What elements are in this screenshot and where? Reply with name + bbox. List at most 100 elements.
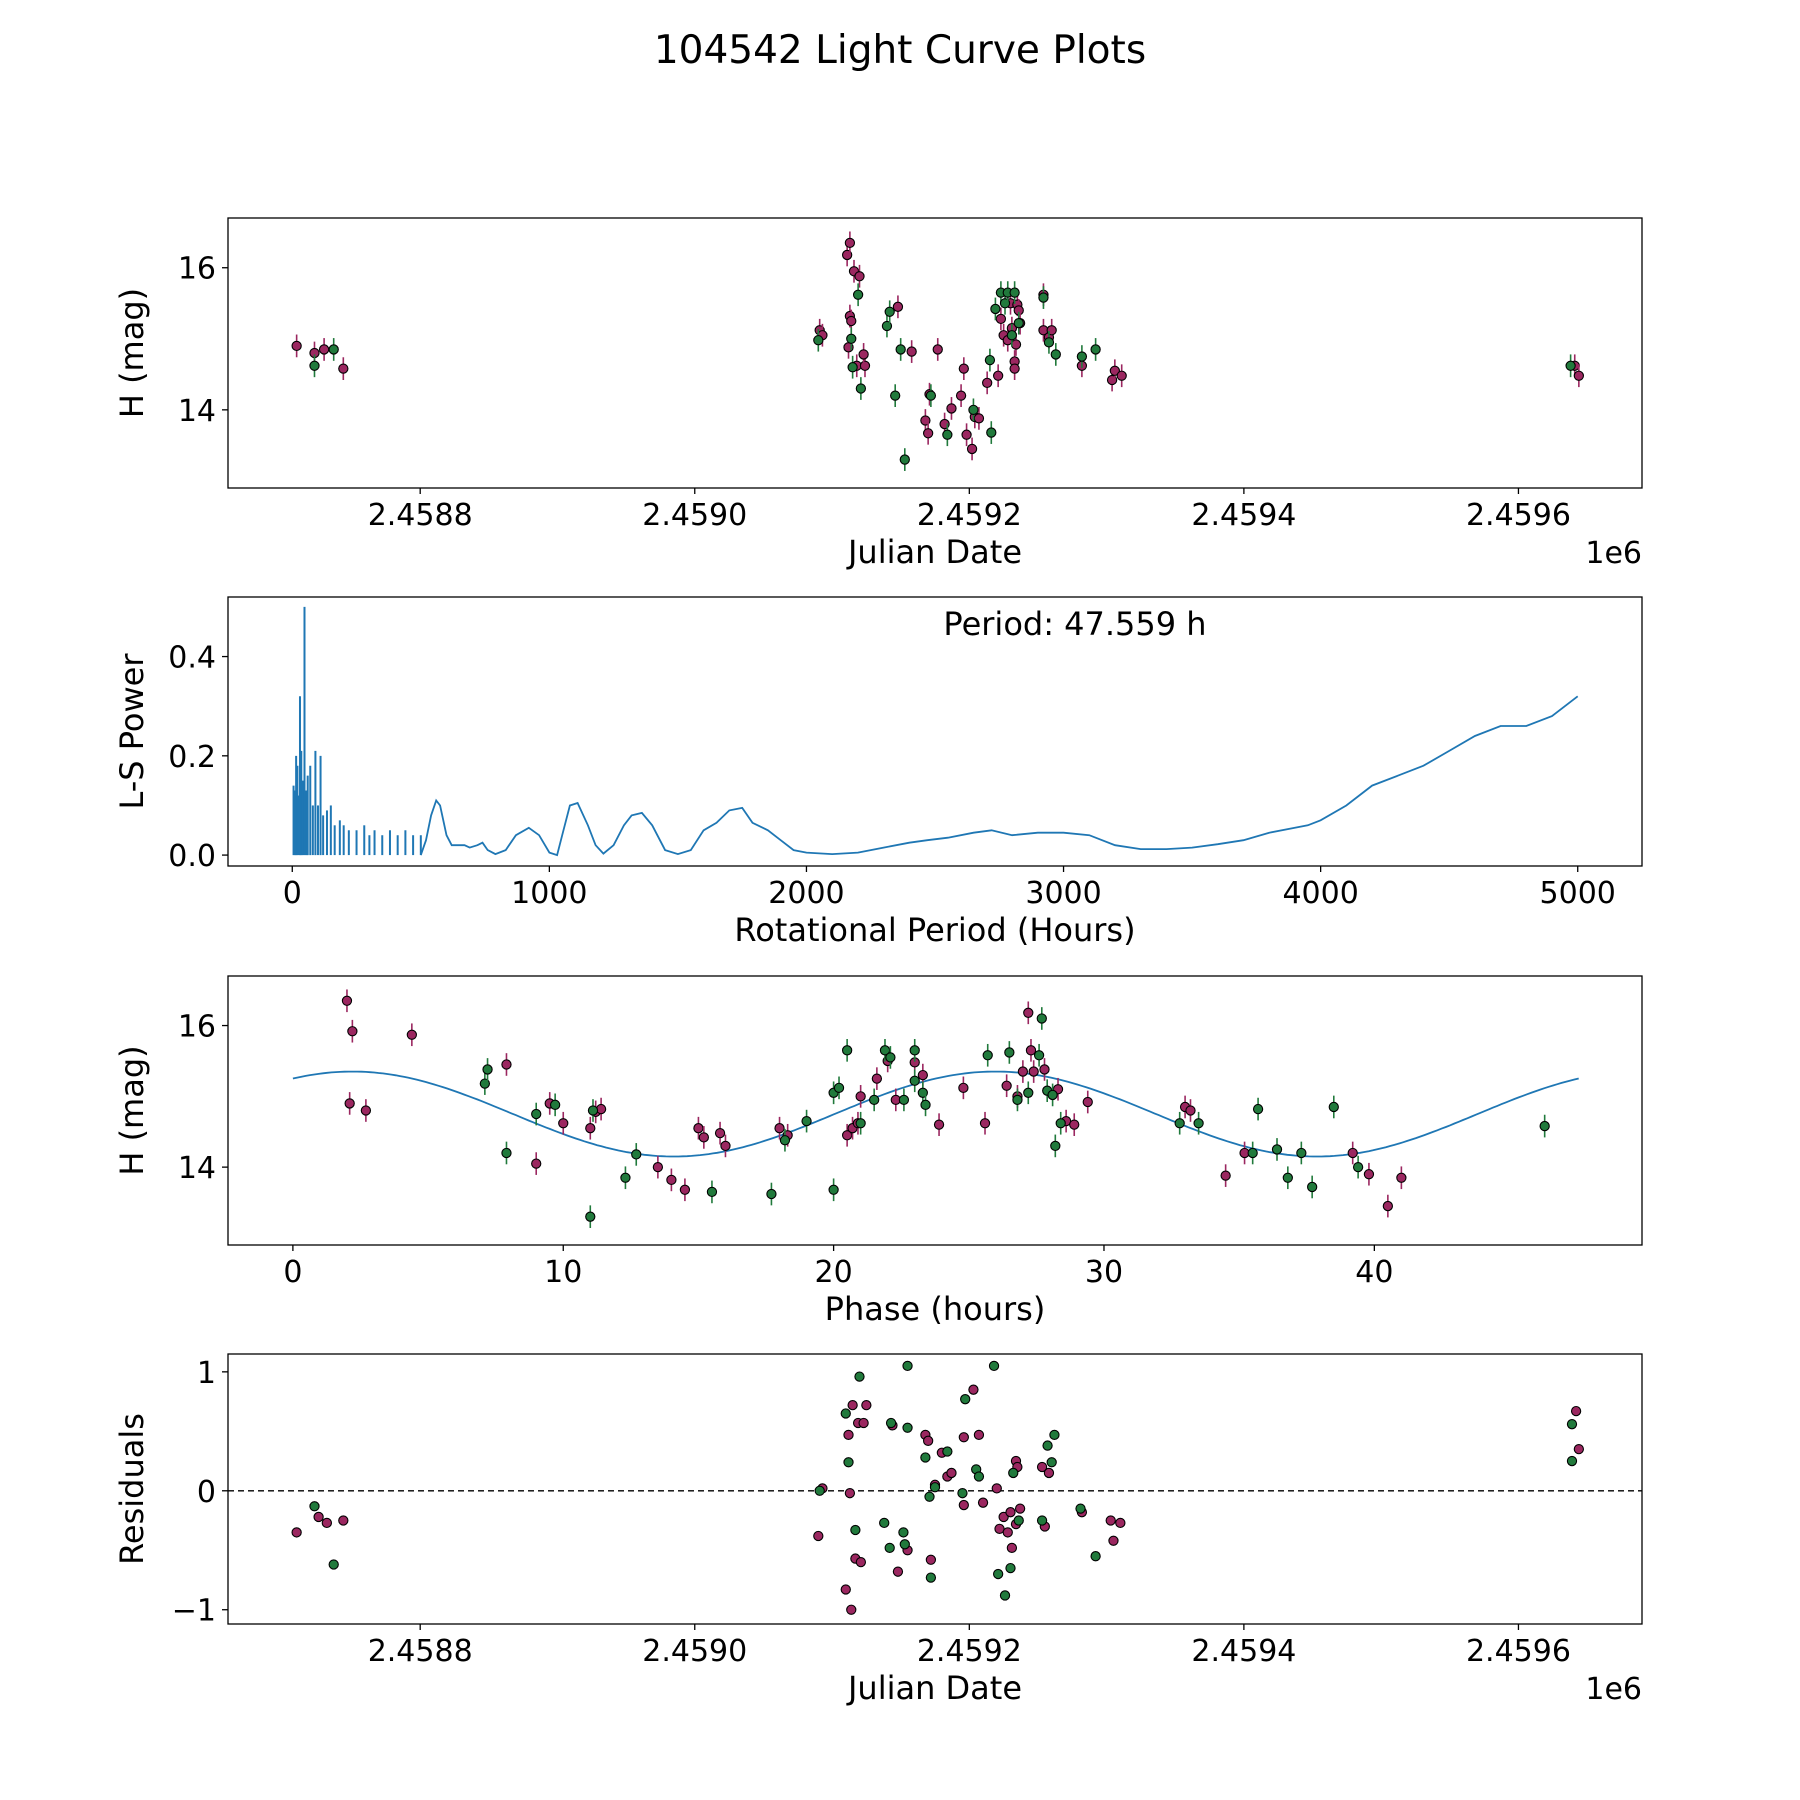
green-data-point [869,1094,880,1106]
magenta-data-point [1001,1080,1012,1091]
magenta-data-point [1573,370,1585,381]
green-data-point [328,344,339,355]
phase-panel: 0 10 20 30 40 14 16 Phase (hours) H (mag) [113,975,1643,1328]
green-data-point [1076,351,1088,362]
magenta-data-point [558,1118,569,1129]
x-tick-label: 2.4596 [1466,1634,1571,1669]
green-data-point [1009,287,1020,298]
magenta-data-point [995,313,1007,325]
green-data-point [957,1488,968,1499]
x-tick-label: 0 [283,876,302,911]
magenta-data-point [840,1584,851,1595]
magenta-data-point [406,1029,417,1040]
magenta-data-point [318,344,330,355]
magenta-data-point [344,1098,355,1109]
magenta-data-point [968,1384,979,1395]
green-data-point [855,383,867,394]
y-tick-label: 0.0 [168,839,216,874]
green-data-point [1252,1103,1264,1115]
y-axis-label: H (mag) [113,1045,151,1175]
magenta-data-point [855,1556,867,1568]
green-data-point [585,1211,596,1222]
magenta-data-point [991,1483,1002,1494]
x-tick-label: 2.4590 [642,498,747,533]
green-data-point [706,1186,718,1198]
magenta-data-point [338,1515,349,1526]
magenta-data-point [892,301,904,312]
green-data-point [881,320,893,332]
green-data-point [884,1542,895,1554]
magenta-data-point [846,1604,857,1615]
magenta-data-point [321,1517,332,1529]
magenta-data-point [922,1435,934,1446]
green-data-point [814,1485,825,1496]
green-data-point [902,1360,913,1372]
green-data-point [1271,1144,1283,1155]
magenta-data-point [291,1527,302,1538]
green-data-point [909,1075,920,1086]
green-data-point [929,1482,941,1493]
y-tick-label: 16 [178,252,216,287]
y-axis-label: L-S Power [113,653,151,810]
green-data-point [1050,349,1061,360]
magenta-data-point [698,1132,709,1143]
green-data-point [1307,1181,1318,1193]
x-tick-label: 2.4588 [368,1634,473,1669]
magenta-data-point [1036,1461,1048,1473]
green-data-point [1023,1087,1034,1098]
green-data-point [992,1568,1004,1580]
green-data-point [852,289,864,300]
magenta-data-point [1009,363,1020,374]
lightcurve-plot-frame [227,217,1643,489]
magenta-data-point [958,363,969,374]
green-data-point [1013,1515,1024,1526]
magenta-data-point [1010,339,1022,350]
magenta-data-point [946,1467,957,1479]
magenta-data-point [844,1488,856,1499]
y-tick-label: 14 [178,394,216,429]
x-axis-label: Julian Date [846,1669,1022,1707]
magenta-data-point [1082,1096,1093,1108]
green-data-point [1174,1118,1185,1129]
magenta-data-point [858,349,869,360]
green-data-point [1282,1172,1293,1183]
magenta-data-point [855,1091,866,1102]
green-data-point [1036,1013,1047,1024]
y-tick-label: 0 [197,1475,216,1510]
green-data-point [549,1099,561,1110]
magenta-data-point [861,1399,872,1411]
x-tick-label: 3000 [1025,876,1101,911]
green-data-point [960,1394,971,1405]
magenta-data-point [360,1105,372,1116]
green-data-point [1565,360,1576,371]
x-tick-label: 2.4594 [1191,498,1296,533]
magenta-data-point [992,370,1004,381]
residuals-data-area [228,1360,1642,1615]
green-data-point [843,1457,854,1468]
magenta-data-point [347,1026,358,1037]
magenta-data-point [955,390,967,401]
x-tick-label: 0 [283,1255,302,1290]
magenta-data-point [652,1161,664,1173]
periodogram-panel: 0 1000 2000 3000 4000 5000 0.0 0.2 0.4 Rotational… [113,596,1643,949]
magenta-data-point [1109,365,1120,376]
figure-title: 104542 Light Curve Plots [653,28,1147,73]
y-tick-label: 14 [178,1151,216,1186]
green-data-point [1008,1467,1019,1479]
phase-data-area [292,989,1579,1229]
green-data-point [1050,1140,1061,1152]
green-data-point [920,1099,931,1110]
green-data-point [1038,292,1049,303]
x-tick-label: 2000 [768,876,844,911]
magenta-data-point [1014,1503,1026,1514]
green-data-point [898,1094,910,1106]
green-data-point [885,1052,896,1063]
magenta-data-point [958,1499,969,1511]
green-data-point [885,1417,897,1429]
lightcurve-panel: 2.4588 2.4590 2.4592 2.4594 2.4596 14 16 Julian… [113,217,1643,571]
green-data-point [1090,1551,1101,1562]
magenta-data-point [1363,1169,1375,1180]
y-axis-label: Residuals [113,1413,151,1565]
green-data-point [973,1471,985,1482]
